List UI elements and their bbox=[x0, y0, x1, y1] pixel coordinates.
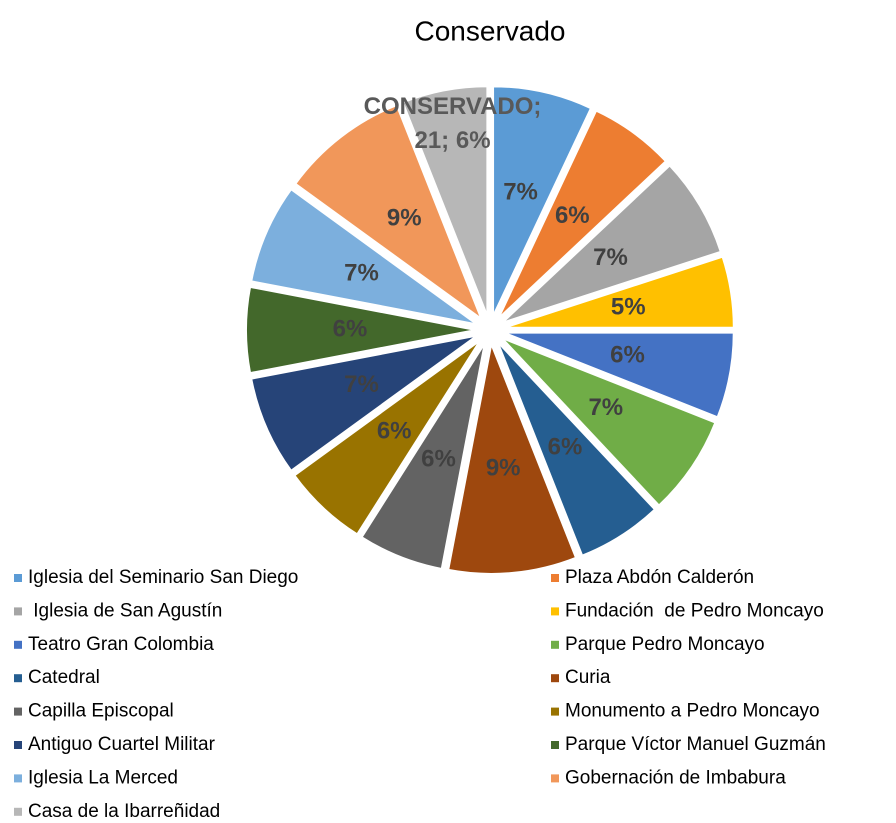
data-label: 7% bbox=[344, 260, 379, 287]
legend-label: Parque Víctor Manuel Guzmán bbox=[565, 734, 826, 755]
pie-slice bbox=[401, 85, 489, 317]
data-label: 9% bbox=[486, 455, 521, 482]
data-label: 6% bbox=[548, 434, 583, 461]
legend-label: Iglesia de San Agustín bbox=[28, 600, 222, 621]
pie-slice bbox=[250, 187, 478, 326]
legend-swatch bbox=[14, 774, 22, 783]
legend-swatch bbox=[14, 807, 22, 816]
pie-slice bbox=[447, 340, 578, 575]
chart-title: Conservado bbox=[415, 15, 566, 46]
legend-label: Gobernación de Imbabura bbox=[565, 767, 786, 788]
legend-swatch bbox=[551, 640, 559, 649]
legend-swatch bbox=[551, 707, 559, 716]
legend-swatch bbox=[14, 707, 22, 716]
legend-swatch bbox=[551, 674, 559, 683]
pie-slice bbox=[503, 255, 735, 329]
data-label: 9% bbox=[387, 205, 422, 232]
data-label: 6% bbox=[610, 342, 645, 369]
data-label: 7% bbox=[344, 371, 379, 398]
data-label: 5% bbox=[611, 293, 646, 320]
legend-label: Teatro Gran Colombia bbox=[28, 634, 214, 655]
pie-slice bbox=[501, 164, 723, 324]
pie-slice bbox=[497, 109, 668, 320]
legend-swatch bbox=[14, 607, 22, 616]
legend-label: Capilla Episcopal bbox=[28, 701, 174, 722]
legend-label: Iglesia del Seminario San Diego bbox=[28, 567, 298, 588]
pie-slice bbox=[245, 285, 477, 375]
data-label: 7% bbox=[593, 244, 628, 271]
legend-swatch bbox=[551, 607, 559, 616]
data-label: 6% bbox=[333, 315, 368, 342]
legend-label: Parque Pedro Moncayo bbox=[565, 634, 765, 655]
pie-slice bbox=[492, 85, 593, 317]
legend-swatch bbox=[14, 640, 22, 649]
legend-swatch bbox=[551, 741, 559, 749]
legend-label: Curia bbox=[565, 667, 611, 688]
legend-label: Antiguo Cuartel Militar bbox=[28, 734, 216, 755]
legend-label: Casa de la Ibarreñidad bbox=[28, 801, 220, 822]
pie-slice bbox=[496, 341, 657, 557]
legend-label: Monumento a Pedro Moncayo bbox=[565, 701, 820, 722]
pie-slice bbox=[292, 339, 482, 536]
data-label: 7% bbox=[503, 179, 538, 206]
legend-swatch bbox=[14, 674, 22, 683]
data-label: 6% bbox=[421, 446, 456, 473]
legend-swatch bbox=[14, 741, 22, 749]
legend-swatch bbox=[551, 774, 559, 783]
data-label: 6% bbox=[377, 417, 412, 444]
pie-slice bbox=[250, 334, 478, 473]
legend-swatch bbox=[14, 574, 22, 582]
legend-label: Fundación de Pedro Moncayo bbox=[565, 600, 824, 621]
data-label: CONSERVADO; 21; 6% bbox=[363, 92, 542, 154]
pie-slice bbox=[293, 103, 484, 322]
data-label: 6% bbox=[555, 202, 590, 229]
legend-label: Iglesia La Merced bbox=[28, 767, 178, 788]
legend-label: Catedral bbox=[28, 667, 100, 688]
pie-slice bbox=[360, 342, 486, 571]
data-label: 7% bbox=[588, 394, 623, 421]
pie-slice bbox=[503, 331, 735, 419]
pie-slice bbox=[500, 336, 717, 507]
legend-label: Plaza Abdón Calderón bbox=[565, 567, 754, 588]
legend-swatch bbox=[551, 574, 559, 582]
